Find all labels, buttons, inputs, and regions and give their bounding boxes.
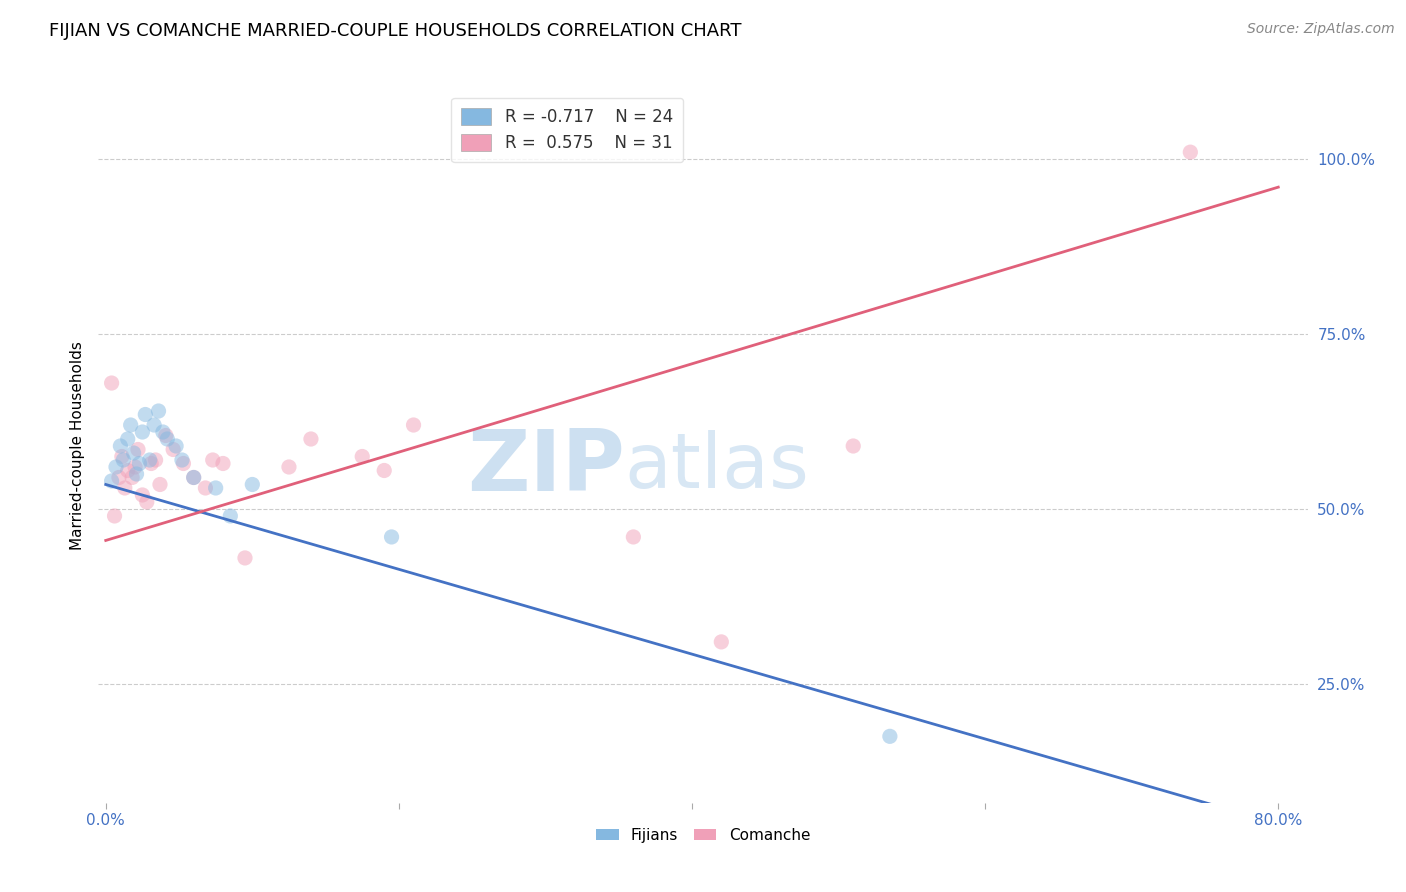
Point: [380, 530, 402, 544]
Point: [162, 442, 184, 457]
Point: [131, 488, 153, 502]
Point: [233, 550, 256, 565]
Point: [879, 729, 901, 743]
Point: [299, 432, 322, 446]
Point: [156, 432, 179, 446]
Point: [122, 446, 145, 460]
Point: [165, 439, 187, 453]
Point: [149, 477, 172, 491]
Point: [100, 474, 122, 488]
Point: [373, 463, 395, 477]
Point: [127, 442, 149, 457]
Point: [143, 417, 166, 432]
Point: [120, 417, 142, 432]
Y-axis label: Married-couple Households: Married-couple Households: [69, 342, 84, 550]
Text: Source: ZipAtlas.com: Source: ZipAtlas.com: [1247, 22, 1395, 37]
Legend: Fijians, Comanche: Fijians, Comanche: [589, 822, 817, 848]
Text: FIJIAN VS COMANCHE MARRIED-COUPLE HOUSEHOLDS CORRELATION CHART: FIJIAN VS COMANCHE MARRIED-COUPLE HOUSEH…: [49, 22, 742, 40]
Point: [117, 432, 139, 446]
Point: [117, 463, 139, 477]
Point: [240, 477, 263, 491]
Point: [131, 425, 153, 439]
Point: [212, 457, 235, 471]
Point: [112, 453, 135, 467]
Point: [201, 453, 224, 467]
Point: [710, 635, 733, 649]
Point: [128, 457, 150, 471]
Point: [183, 470, 205, 484]
Point: [145, 453, 167, 467]
Point: [124, 460, 146, 475]
Point: [100, 376, 122, 390]
Point: [111, 450, 134, 464]
Point: [204, 481, 226, 495]
Point: [152, 425, 174, 439]
Point: [134, 408, 156, 422]
Point: [278, 460, 301, 475]
Point: [402, 417, 425, 432]
Point: [148, 404, 170, 418]
Point: [135, 495, 157, 509]
Point: [141, 457, 163, 471]
Point: [138, 453, 160, 467]
Point: [108, 470, 131, 484]
Text: atlas: atlas: [624, 431, 810, 504]
Point: [352, 450, 374, 464]
Point: [170, 453, 193, 467]
Point: [194, 481, 217, 495]
Point: [621, 530, 644, 544]
Point: [105, 460, 128, 475]
Point: [103, 508, 125, 523]
Point: [155, 428, 177, 442]
Text: ZIP: ZIP: [467, 425, 624, 509]
Point: [183, 470, 205, 484]
Point: [110, 439, 132, 453]
Point: [219, 508, 242, 523]
Point: [125, 467, 148, 481]
Point: [114, 481, 136, 495]
Point: [1180, 145, 1202, 160]
Point: [842, 439, 865, 453]
Point: [121, 470, 143, 484]
Point: [172, 457, 194, 471]
